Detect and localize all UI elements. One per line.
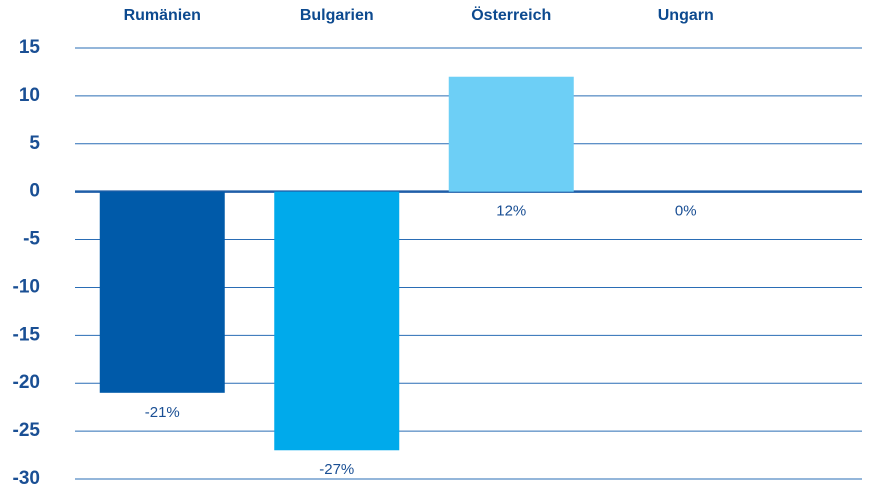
category-label: Österreich [471, 5, 551, 24]
value-label: 0% [675, 203, 697, 220]
value-label: 12% [496, 203, 526, 220]
y-tick-label: -30 [13, 468, 40, 489]
y-tick-label: -10 [13, 276, 40, 297]
category-label: Bulgarien [300, 7, 374, 24]
y-tick-label: -15 [13, 324, 41, 345]
bar [448, 76, 574, 192]
y-tick-label: 0 [29, 181, 40, 202]
value-label: -27% [319, 461, 354, 478]
y-tick-label: -5 [23, 229, 40, 250]
y-tick-label: 10 [19, 85, 40, 106]
category-label: Ungarn [658, 7, 714, 24]
y-tick-label: -20 [13, 372, 40, 393]
bar [274, 191, 400, 451]
y-tick-label: -25 [13, 420, 41, 441]
y-tick-label: 15 [19, 37, 41, 58]
y-tick-label: 5 [29, 133, 40, 154]
value-label: -21% [145, 404, 180, 421]
bar [99, 191, 225, 393]
category-label: Rumänien [124, 7, 201, 24]
